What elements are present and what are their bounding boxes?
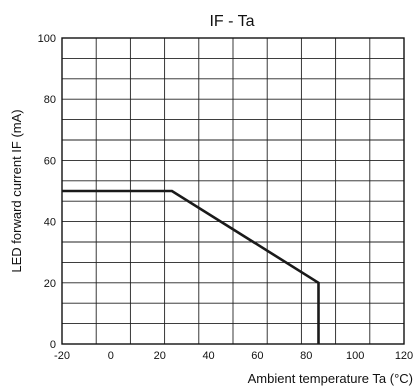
x-tick-label: 40 xyxy=(202,350,214,362)
x-tick-label: 60 xyxy=(251,350,263,362)
chart-title: IF - Ta xyxy=(209,13,254,30)
y-tick-label: 40 xyxy=(44,217,56,229)
y-axis-ticks: 0 20 40 60 80 100 xyxy=(38,33,56,351)
x-tick-label: 0 xyxy=(108,350,114,362)
x-tick-label: 120 xyxy=(395,350,413,362)
x-axis-title: Ambient temperature Ta (°C) xyxy=(248,371,413,386)
x-tick-label: 80 xyxy=(300,350,312,362)
y-tick-label: 0 xyxy=(50,339,56,351)
x-tick-label: 100 xyxy=(346,350,364,362)
x-tick-label: -20 xyxy=(54,350,70,362)
series-line-0 xyxy=(62,189,320,344)
y-tick-label: 20 xyxy=(44,278,56,290)
x-tick-label: 20 xyxy=(154,350,166,362)
series-layer xyxy=(62,189,320,344)
x-axis-ticks: -20 0 20 40 60 80 100 120 xyxy=(54,350,413,362)
y-tick-label: 60 xyxy=(44,155,56,167)
y-axis-title: LED forward current IF (mA) xyxy=(9,109,24,272)
y-tick-label: 80 xyxy=(44,94,56,106)
y-tick-label: 100 xyxy=(38,33,56,45)
grid xyxy=(61,37,405,345)
